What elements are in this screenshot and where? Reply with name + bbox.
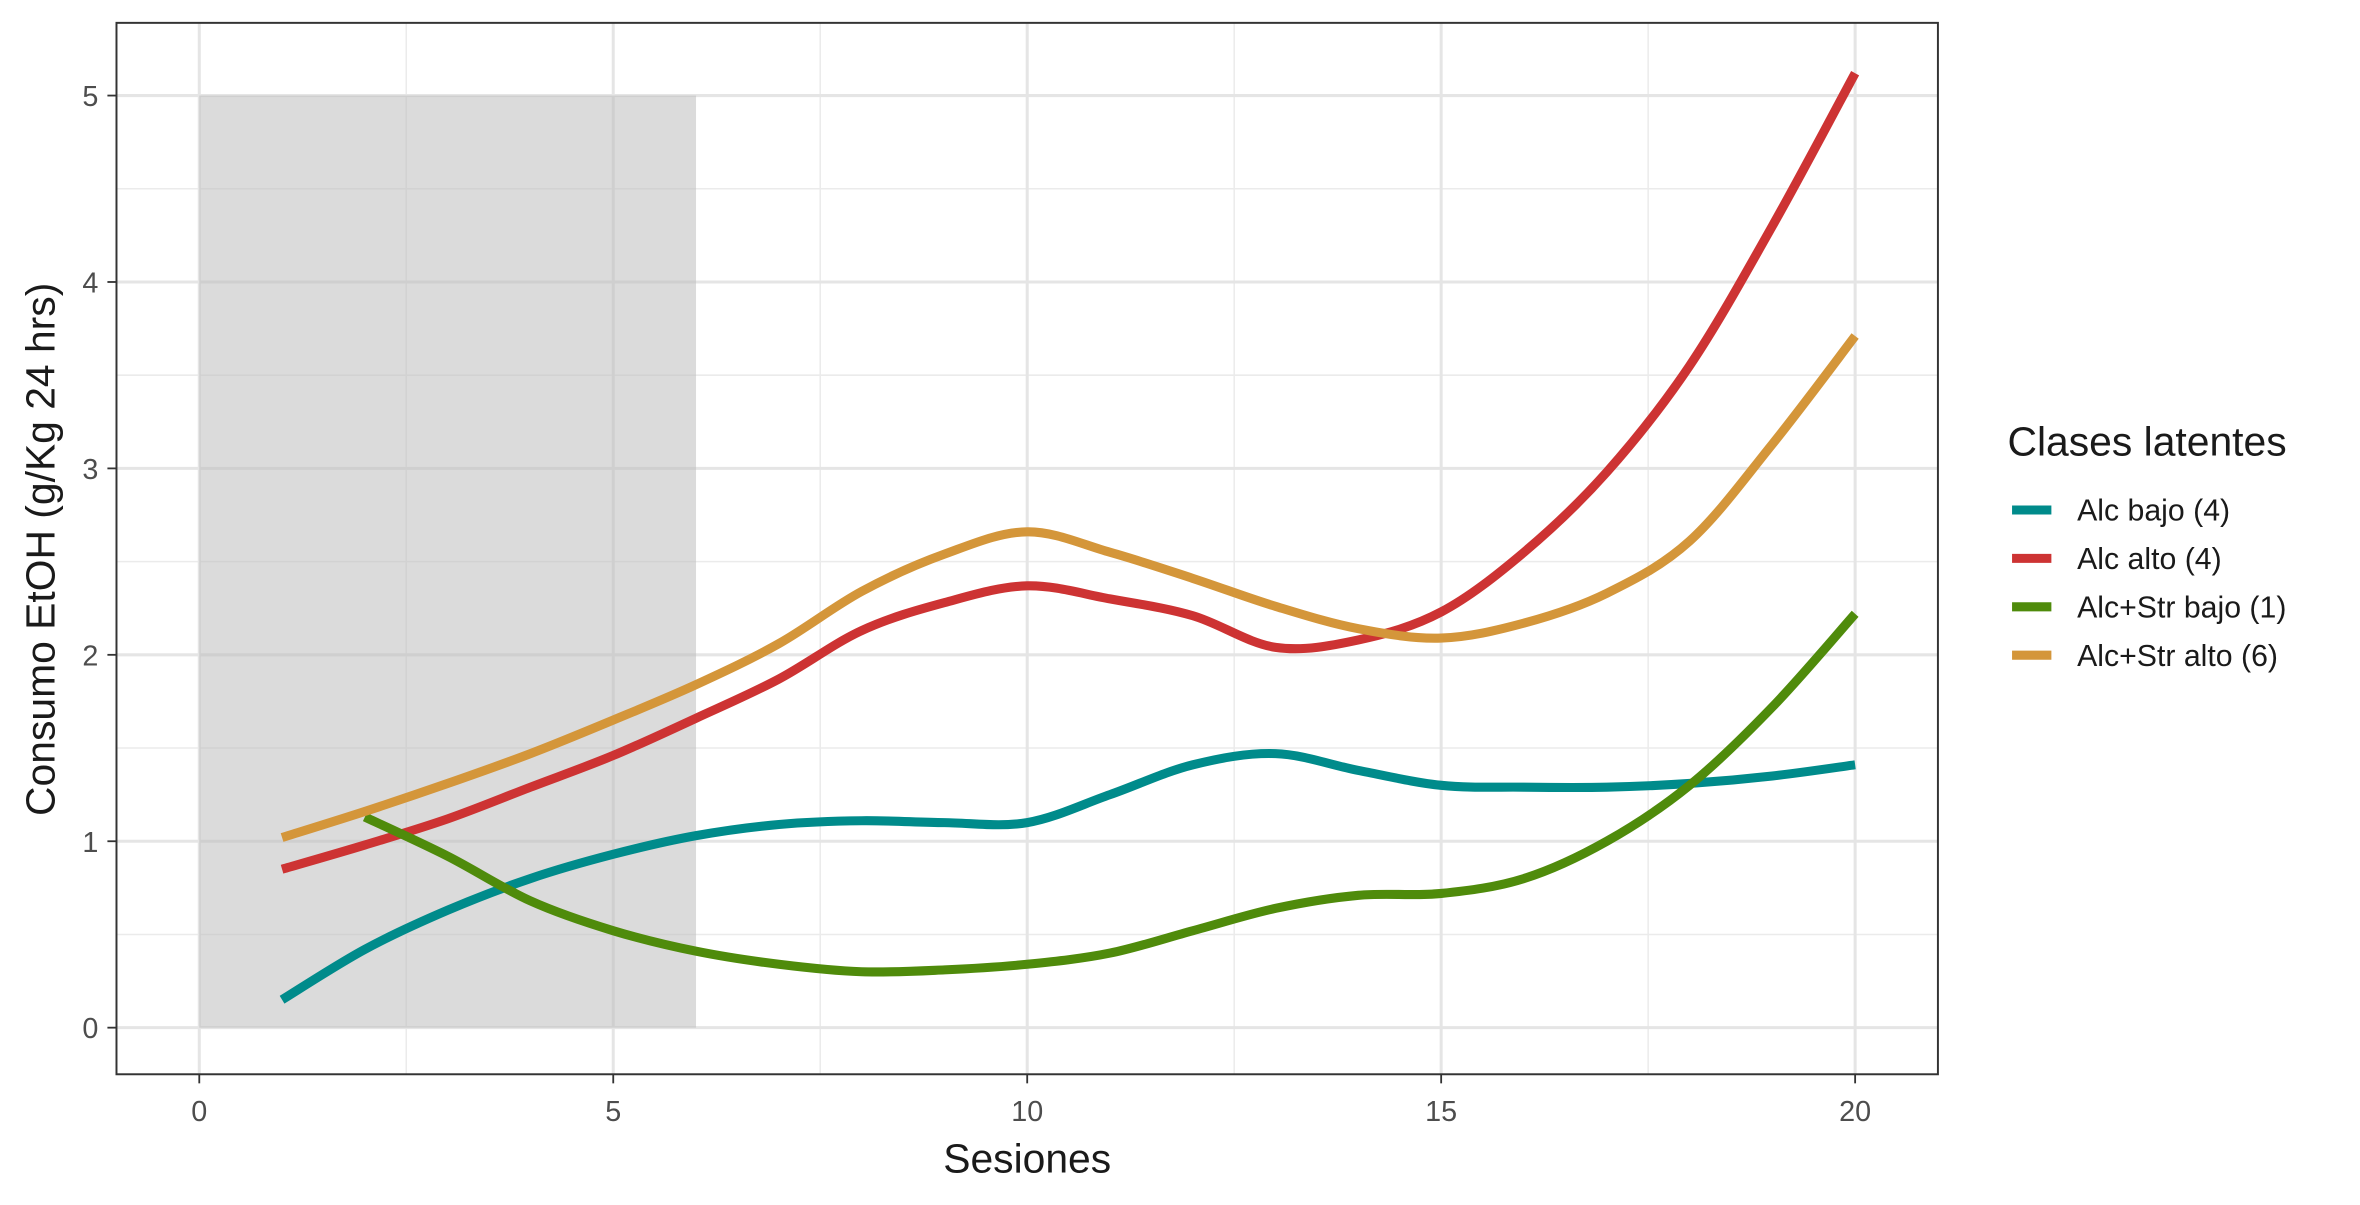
line [279, 748, 1856, 1004]
legend-label: Alc+Str alto (6) [2077, 640, 2278, 673]
y-tick-label: 0 [82, 1013, 98, 1045]
y-tick-label: 2 [82, 640, 98, 672]
x-tick-label: 15 [1425, 1096, 1457, 1128]
y-tick-label: 4 [82, 268, 98, 300]
legend-label: Alc alto (4) [2077, 543, 2222, 576]
legend-title: Clases latentes [2008, 419, 2287, 465]
y-tick-label: 3 [82, 454, 98, 486]
y-tick-label: 5 [82, 81, 98, 113]
x-tick-label: 0 [191, 1096, 207, 1128]
x-tick-label: 5 [605, 1096, 621, 1128]
legend-label: Alc bajo (4) [2077, 495, 2230, 528]
y-tick-label: 1 [82, 827, 98, 859]
x-tick-label: 20 [1839, 1096, 1871, 1128]
x-axis-title: Sesiones [943, 1136, 1111, 1182]
x-tick-label: 10 [1011, 1096, 1043, 1128]
legend-label: Alc+Str bajo (1) [2077, 591, 2286, 624]
line [280, 333, 1859, 842]
line [362, 610, 1859, 977]
y-axis-title: Consumo EtOH (g/Kg 24 hrs) [17, 283, 63, 816]
shaded-region [199, 95, 697, 1028]
plot-border [115, 21, 1939, 1076]
line [280, 71, 1860, 874]
